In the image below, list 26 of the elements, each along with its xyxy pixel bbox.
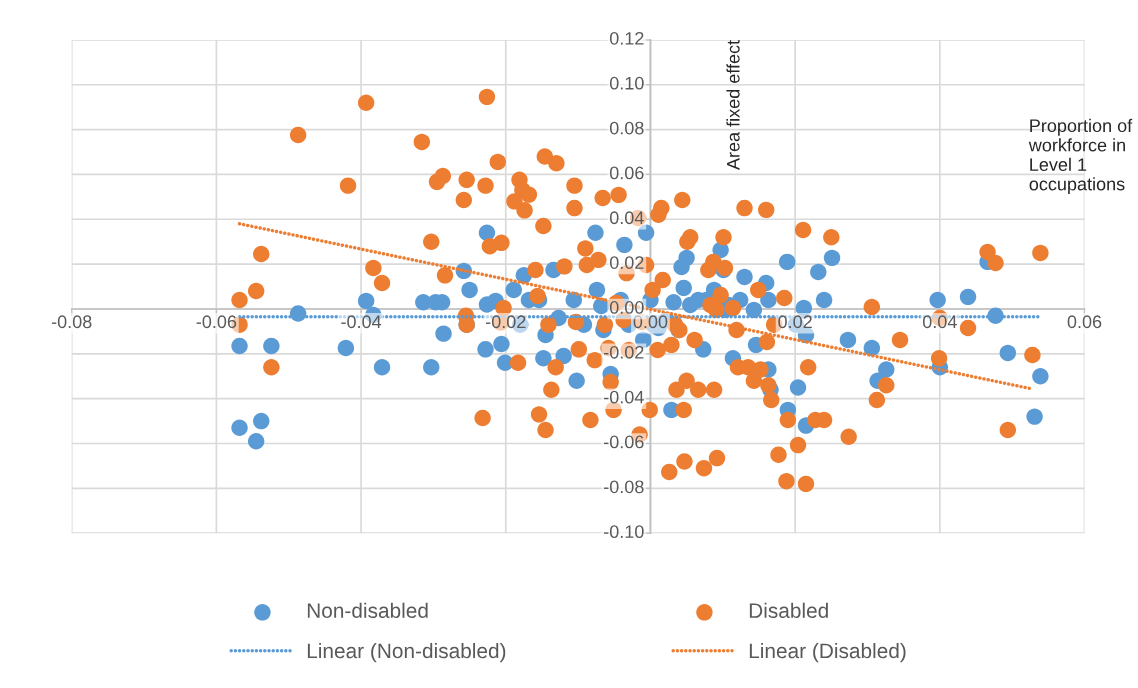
y-axis-title: Area fixed effect [726, 40, 740, 171]
y-tick-label: 0.10 [609, 76, 644, 90]
y-tick-label: 0.08 [609, 121, 644, 135]
x-tick-label: -0.04 [341, 315, 382, 329]
y-tick-label: -0.04 [604, 390, 644, 404]
x-tick-label: 0.00 [633, 315, 668, 329]
y-tick-label: -0.02 [604, 345, 644, 359]
x-axis-title: Proportion of workforce in Level 1 occupations [1028, 118, 1133, 195]
x-tick-label: 0.04 [922, 315, 957, 329]
x-tick-label: -0.02 [485, 315, 526, 329]
x-tick-label: 0.02 [778, 315, 812, 329]
y-tick-label: 0.12 [609, 31, 644, 45]
y-tick-label: 0.00 [609, 301, 644, 314]
y-tick-label: -0.06 [604, 435, 644, 449]
x-tick-label: 0.06 [1067, 315, 1102, 329]
y-tick-label: -0.10 [604, 525, 644, 539]
legend-label: Non-disabled [307, 602, 428, 618]
x-tick-label: -0.06 [196, 315, 237, 329]
y-tick-label: 0.04 [609, 211, 644, 225]
y-tick-label: 0.02 [609, 256, 644, 269]
y-tick-label: -0.08 [604, 480, 644, 494]
legend-label: Disabled [749, 602, 828, 618]
legend-label: Linear (Non-disabled) [307, 642, 506, 663]
legend-label: Linear (Disabled) [749, 642, 906, 663]
y-tick-label: 0.06 [609, 166, 644, 180]
x-tick-label: -0.08 [51, 315, 92, 329]
